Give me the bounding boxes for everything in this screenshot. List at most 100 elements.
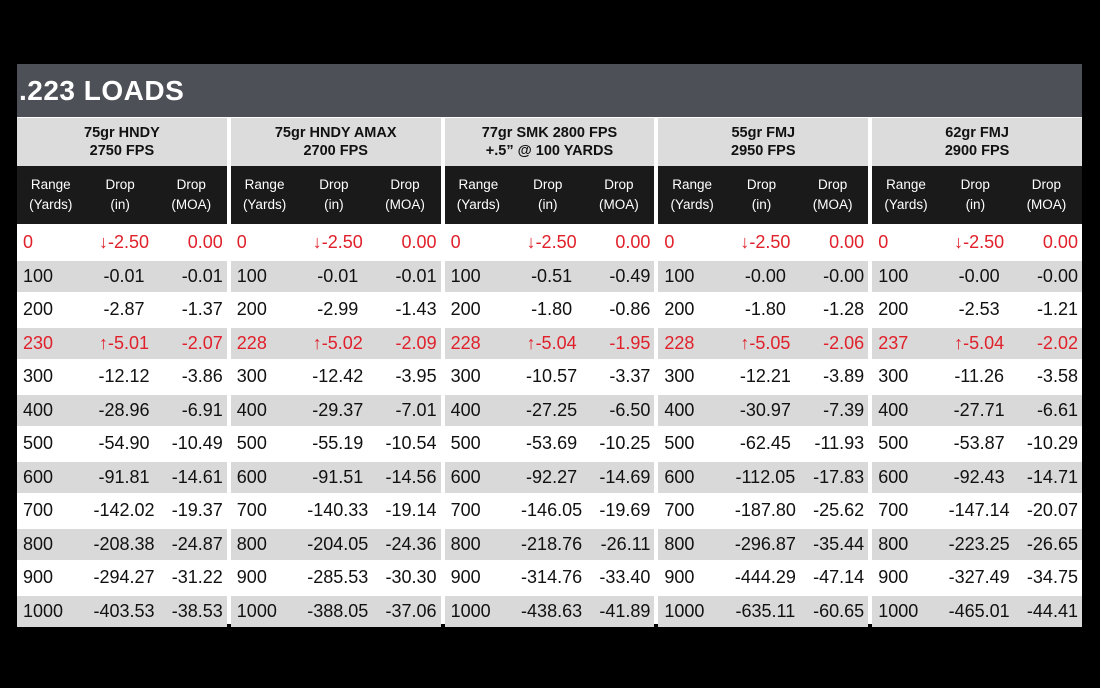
drop-moa-cell: -2.09 [395,332,437,353]
column-header-range: Range (Yards) [445,175,513,215]
column-header-row: Range (Yards) Drop (in) Drop (MOA) [658,166,869,224]
drop-in-cell: ↑-5.02 [312,332,363,353]
drop-in-cell: -2.53 [958,299,1000,320]
table-row: 200 -2.87 -1.37 [17,294,227,326]
range-cell: 228 [450,332,481,353]
table-row: 400 -27.25 -6.50 [444,394,655,426]
drop-in-cell: ↓-2.50 [98,232,149,253]
drop-moa-cell: -6.61 [1036,399,1078,420]
load-header-line: 75gr HNDY [84,125,160,141]
table-row: 400 -29.37 -7.01 [230,394,441,426]
column-header-row: Range (Yards) Drop (in) Drop (MOA) [872,166,1082,224]
range-cell: 100 [23,265,54,286]
drop-moa-cell: -38.53 [171,600,223,621]
range-cell: 700 [236,500,267,521]
column-header-line: Drop [746,177,777,192]
load-header-line: 2950 FPS [731,143,796,159]
column-header-range: Range (Yards) [658,175,726,215]
drop-in-cell: -2.87 [103,299,145,320]
drop-in-cell: ↑-5.05 [740,332,791,353]
table-row: 400 -27.71 -6.61 [872,394,1082,426]
table-row: 200 -2.99 -1.43 [231,294,441,326]
range-cell: 0 [450,232,461,253]
column-header-line: (in) [110,197,130,212]
ballistics-chart: .223 LOADS 75gr HNDY 2750 FPS Range (Yards)… [17,64,1082,627]
drop-moa-cell: -31.22 [171,567,223,588]
table-row: 300 -12.42 -3.95 [231,361,441,393]
range-cell: 900 [664,567,695,588]
range-cell: 300 [878,366,909,387]
range-cell: 0 [23,232,34,253]
drop-in-cell: -28.96 [98,399,150,420]
drop-moa-cell: -19.14 [385,500,437,521]
column-header-line: Drop [319,177,349,192]
data-rows: 0 ↓-2.50 0.00 100 -0.51 -0.49 200 -1.80 -0.86 228… [444,224,655,627]
drop-in-cell: -285.53 [307,567,369,588]
range-cell: 100 [664,265,695,286]
load-tables: 75gr HNDY 2750 FPS Range (Yards) Drop (in) Dro… [17,117,1082,629]
table-row: 600 -92.43 -14.71 [872,461,1082,493]
table-row: 1000 -388.05 -37.06 [230,595,441,627]
range-cell: 0 [236,232,247,253]
range-cell: 200 [236,299,267,320]
drop-moa-cell: -3.95 [395,366,437,387]
column-header-line: (MOA) [1026,197,1067,212]
table-row: 900 -294.27 -31.22 [17,562,227,594]
table-row-highlighted: 0 ↓-2.50 0.00 [17,227,227,259]
load-header-line: 2900 FPS [944,143,1010,159]
drop-moa-cell: 0.00 [401,232,437,253]
drop-moa-cell: -2.02 [1036,332,1078,353]
range-cell: 0 [878,232,889,253]
drop-moa-cell: -0.86 [609,299,651,320]
load-table: 77gr SMK 2800 FPS +.5” @ 100 YARDS Range (Y… [444,118,655,629]
column-header-line: (Yards) [242,197,287,212]
column-header-line: Drop [1031,177,1062,192]
drop-moa-cell: -17.83 [813,466,865,487]
drop-moa-cell: -10.29 [1026,433,1078,454]
range-cell: 800 [450,533,481,554]
load-table: 62gr FMJ 2900 FPS Range (Yards) Drop (in) Drop… [872,118,1082,629]
drop-in-cell: -296.87 [734,533,796,554]
load-header: 75gr HNDY 2750 FPS [17,118,227,166]
range-cell: 230 [23,332,54,353]
drop-in-cell: -55.19 [312,433,364,454]
table-row: 100 -0.01 -0.01 [230,260,441,292]
table-row: 400 -30.97 -7.39 [658,394,869,426]
drop-in-cell: -112.05 [735,466,796,487]
table-row: 700 -140.33 -19.14 [231,495,441,527]
column-header-line: (MOA) [385,197,425,212]
table-row-highlighted: 230 ↑-5.01 -2.07 [17,327,227,359]
range-cell: 200 [23,299,54,320]
drop-in-cell: -204.05 [307,533,369,554]
drop-moa-cell: -35.44 [813,533,865,554]
load-header: 62gr FMJ 2900 FPS [872,118,1082,166]
column-header-drop-moa: Drop (MOA) [369,175,440,215]
drop-moa-cell: -10.54 [385,433,437,454]
range-cell: 200 [878,299,909,320]
drop-moa-cell: -24.36 [385,533,437,554]
table-row: 1000 -438.63 -41.89 [444,595,655,627]
drop-in-cell: -92.27 [526,466,578,487]
drop-moa-cell: -33.40 [599,567,651,588]
load-table: 55gr FMJ 2950 FPS Range (Yards) Drop (in) Drop… [658,118,869,629]
drop-in-cell: -465.01 [948,600,1010,621]
column-header-row: Range (Yards) Drop (in) Drop (MOA) [17,166,227,224]
table-row: 700 -187.80 -25.62 [658,495,868,527]
table-row: 500 -53.69 -10.25 [445,428,655,460]
load-header: 75gr HNDY AMAX 2700 FPS [230,118,441,166]
range-cell: 700 [23,500,54,521]
table-row: 900 -444.29 -47.14 [658,562,868,594]
range-cell: 800 [878,533,909,554]
drop-in-cell: -438.63 [521,600,583,621]
column-header-line: Drop [176,177,206,192]
drop-moa-cell: -0.49 [609,265,651,286]
table-row: 200 -1.80 -1.28 [658,294,868,326]
drop-in-cell: ↑-5.04 [526,332,577,353]
range-cell: 700 [664,500,695,521]
column-header-line: Range [886,177,926,192]
column-header-row: Range (Yards) Drop (in) Drop (MOA) [444,166,655,224]
range-cell: 500 [450,433,481,454]
range-cell: 300 [664,366,695,387]
column-header-line: (in) [324,197,344,212]
load-header-line: 55gr FMJ [731,125,796,141]
